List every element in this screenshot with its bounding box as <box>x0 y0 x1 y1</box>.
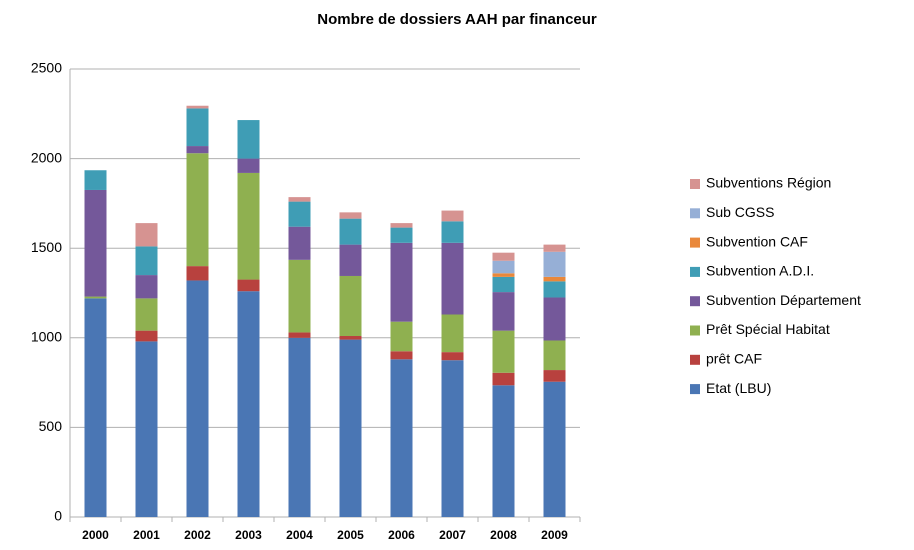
y-tick-label: 500 <box>39 418 63 434</box>
bar-segment <box>288 337 311 517</box>
legend-swatch <box>690 179 700 189</box>
bar-segment <box>237 291 260 517</box>
bar-segment <box>543 244 566 252</box>
bar-segment <box>339 336 362 340</box>
bar-segment <box>186 105 209 109</box>
bar-segment <box>543 381 566 517</box>
bar-segment <box>390 242 413 322</box>
bar-segment <box>84 189 107 297</box>
bar-segment <box>237 158 260 173</box>
bar-segment <box>543 340 566 371</box>
bar-segment <box>543 370 566 382</box>
bar-segment <box>390 223 413 228</box>
legend-label: Subvention A.D.I. <box>706 263 814 279</box>
y-tick-label: 2500 <box>31 60 62 76</box>
x-tick-label: 2002 <box>184 528 211 542</box>
x-tick-label: 2008 <box>490 528 517 542</box>
bar-segment <box>390 321 413 352</box>
chart-title: Nombre de dossiers AAH par financeur <box>317 11 597 28</box>
bar-segment <box>135 330 158 342</box>
bar-segment <box>339 339 362 517</box>
bar-segment <box>339 244 362 276</box>
x-tick-label: 2004 <box>286 528 313 542</box>
bar-segment <box>492 276 515 293</box>
bar-segment <box>339 212 362 219</box>
legend-label: Sub CGSS <box>706 204 774 220</box>
legend-swatch <box>690 325 700 336</box>
bar-segment <box>390 227 413 243</box>
bar-segment <box>135 246 158 276</box>
bar-segment <box>84 170 107 190</box>
bar-segment <box>492 273 515 277</box>
bar-segment <box>186 146 209 154</box>
x-tick-label: 2007 <box>439 528 466 542</box>
bar-segment <box>390 359 413 517</box>
bar-segment <box>84 296 107 299</box>
legend-swatch <box>690 237 700 248</box>
legend-swatch <box>690 266 700 277</box>
x-tick-label: 2001 <box>133 528 160 542</box>
legend-label: Etat (LBU) <box>706 380 771 396</box>
bar-segment <box>135 341 158 517</box>
x-tick-label: 2000 <box>82 528 109 542</box>
x-tick-label: 2009 <box>541 528 568 542</box>
bar-segment <box>186 266 209 281</box>
bar-segment <box>543 297 566 341</box>
bar-segment <box>492 385 515 517</box>
bar-segment <box>186 153 209 267</box>
bar-segment <box>492 260 515 274</box>
y-tick-label: 0 <box>54 508 62 524</box>
bar-segment <box>492 252 515 261</box>
legend-label: Prêt Spécial Habitat <box>706 321 830 337</box>
bar-segment <box>237 172 260 280</box>
bar-segment <box>441 221 464 243</box>
bar-segment <box>441 242 464 315</box>
bar-segment <box>186 280 209 517</box>
x-tick-label: 2006 <box>388 528 415 542</box>
bar-segment <box>237 279 260 292</box>
bar-segment <box>288 226 311 260</box>
y-tick-label: 1000 <box>31 329 62 345</box>
bar-segment <box>288 332 311 338</box>
bar-segment <box>441 352 464 361</box>
bar-segment <box>543 281 566 298</box>
legend-label: prêt CAF <box>706 351 762 367</box>
legend-swatch <box>690 296 700 307</box>
bar-segment <box>441 360 464 517</box>
bar-segment <box>339 275 362 337</box>
legend-label: Subvention Département <box>706 292 861 308</box>
bar-segment <box>135 223 158 247</box>
y-tick-label: 2000 <box>31 149 62 165</box>
bar-segment <box>288 201 311 227</box>
bar-segment <box>84 298 107 517</box>
x-tick-label: 2005 <box>337 528 364 542</box>
bar-segment <box>543 276 566 282</box>
bar-segment <box>441 314 464 353</box>
bar-segment <box>135 275 158 299</box>
bar-segment <box>492 292 515 331</box>
bar-segment <box>288 259 311 333</box>
legend-swatch <box>690 354 700 365</box>
legend-swatch <box>690 384 700 395</box>
bar-segment <box>339 218 362 245</box>
legend-swatch <box>690 208 700 219</box>
bar-segment <box>543 251 566 277</box>
bar-segment <box>441 210 464 222</box>
bar-segment <box>492 372 515 386</box>
legend-label: Subventions Région <box>706 175 831 191</box>
legend-label: Subvention CAF <box>706 233 808 249</box>
bar-segment <box>288 197 311 202</box>
bar-segment <box>492 330 515 373</box>
bar-segment <box>186 108 209 147</box>
bar-segment <box>237 120 260 159</box>
bar-segment <box>390 351 413 360</box>
x-tick-label: 2003 <box>235 528 262 542</box>
bar-segment <box>135 298 158 331</box>
y-tick-label: 1500 <box>31 239 62 255</box>
